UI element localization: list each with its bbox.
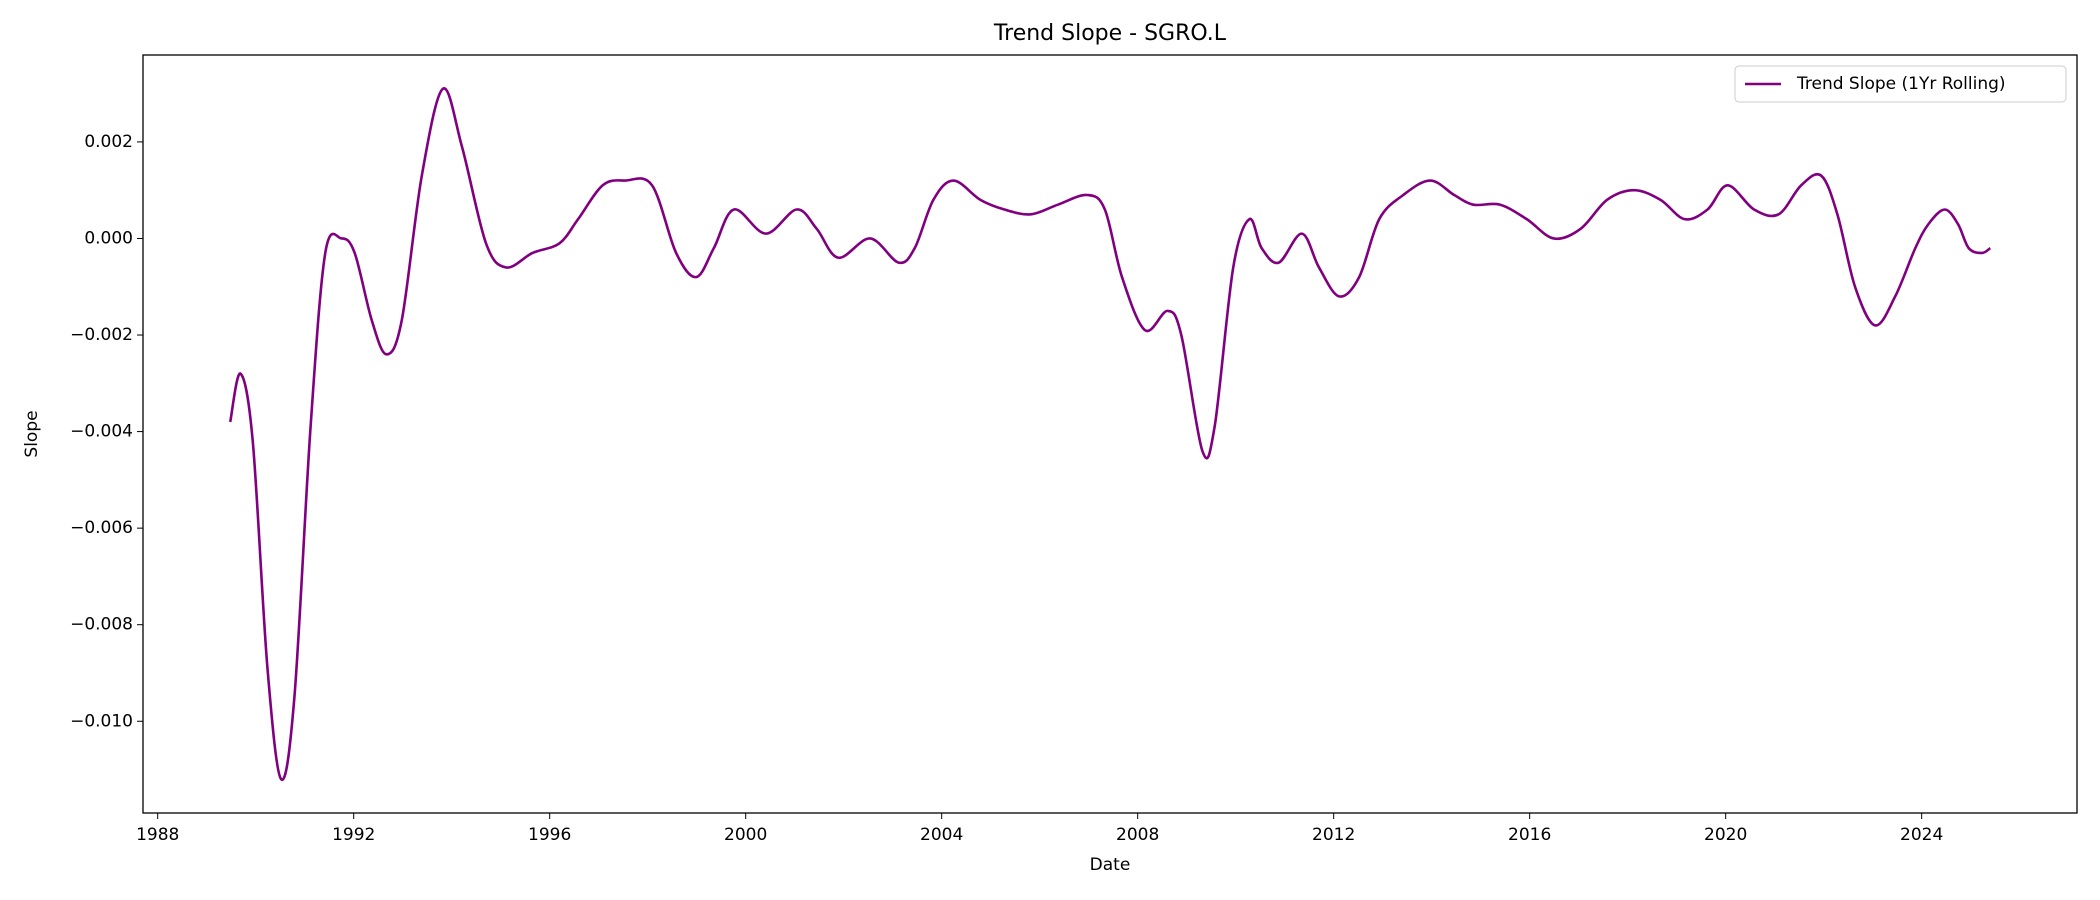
line bbox=[228, 87, 1992, 781]
x-tick-label: 2004 bbox=[920, 825, 963, 845]
x-tick-label: 1988 bbox=[136, 825, 179, 845]
x-tick-label: 2008 bbox=[1116, 825, 1159, 845]
x-tick-label: 2012 bbox=[1312, 825, 1355, 845]
x-tick-label: 1992 bbox=[332, 825, 375, 845]
y-tick-label: −0.006 bbox=[70, 518, 133, 538]
x-tick-label: 2020 bbox=[1704, 825, 1747, 845]
y-axis-label: Slope bbox=[22, 410, 42, 457]
legend-label: Trend Slope (1Yr Rolling) bbox=[1796, 74, 2006, 94]
x-tick-label: 1996 bbox=[528, 825, 571, 845]
y-tick-label: 0.000 bbox=[84, 228, 133, 248]
y-tick-label: −0.004 bbox=[70, 422, 133, 442]
x-tick-label: 2024 bbox=[1900, 825, 1943, 845]
chart-title: Trend Slope - SGRO.L bbox=[993, 21, 1227, 46]
x-tick-label: 2016 bbox=[1508, 825, 1551, 845]
y-tick-label: −0.008 bbox=[70, 615, 133, 635]
y-tick-label: 0.002 bbox=[84, 132, 133, 152]
x-axis-label: Date bbox=[1090, 855, 1131, 875]
plot-frame bbox=[142, 54, 2078, 814]
y-tick-label: −0.002 bbox=[70, 325, 133, 345]
x-tick-label: 2000 bbox=[724, 825, 767, 845]
legend-box bbox=[1734, 65, 2067, 103]
y-tick-label: −0.010 bbox=[70, 711, 133, 731]
